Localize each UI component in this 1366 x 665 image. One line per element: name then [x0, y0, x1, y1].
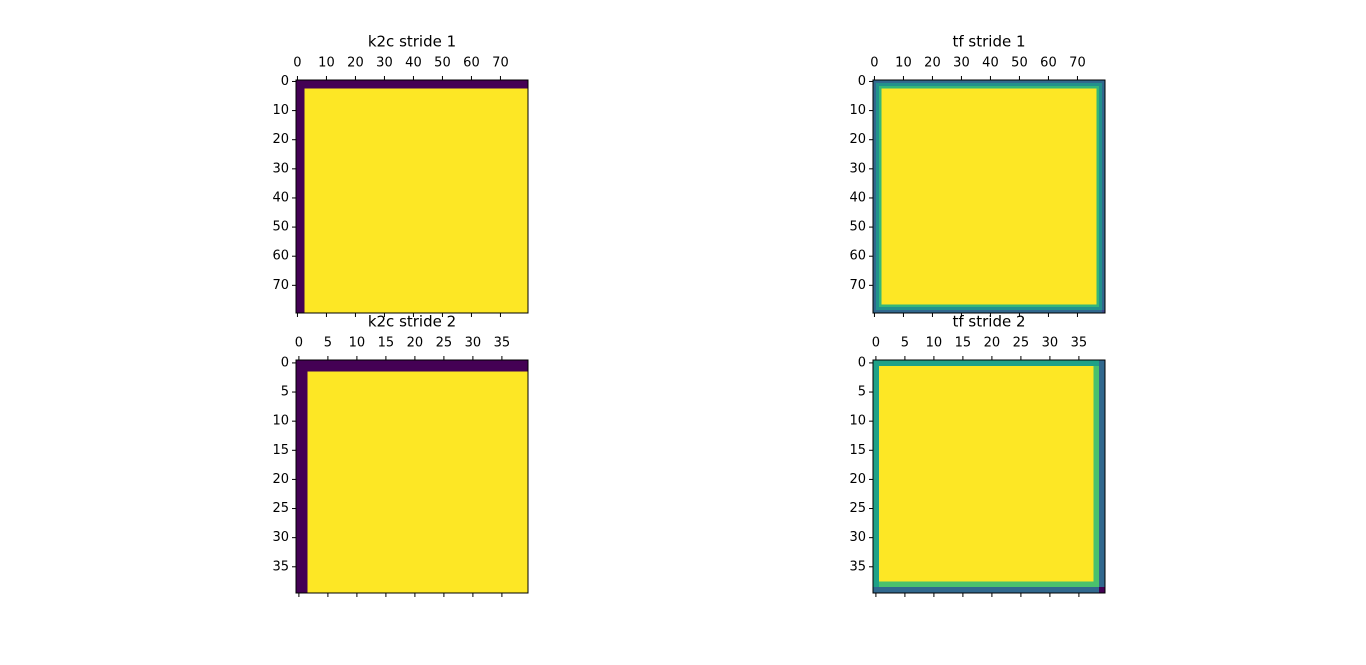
subplot-title: k2c stride 2	[368, 313, 456, 331]
image-region	[881, 88, 1097, 305]
x-tick-label: 40	[982, 56, 999, 71]
y-tick-label: 15	[849, 443, 866, 458]
y-tick-label: 40	[272, 190, 289, 205]
y-tick-label: 35	[849, 559, 866, 574]
x-tick-label: 15	[378, 336, 395, 351]
y-tick-label: 15	[272, 443, 289, 458]
x-tick-label: 30	[465, 336, 482, 351]
y-tick-label: 10	[849, 414, 866, 429]
y-tick-label: 30	[272, 530, 289, 545]
x-tick-label: 20	[924, 56, 941, 71]
y-tick-label: 10	[272, 103, 289, 118]
axes-frame	[872, 359, 1106, 594]
x-tick-label: 20	[407, 336, 424, 351]
image-region	[1099, 587, 1105, 593]
x-tick-label: 10	[895, 56, 912, 71]
x-tick-label: 15	[955, 336, 972, 351]
x-tick-label: 35	[1071, 336, 1088, 351]
image-region	[1102, 310, 1105, 313]
y-tick-label: 0	[858, 355, 866, 370]
x-tick-label: 10	[349, 336, 366, 351]
subplot-title: k2c stride 1	[368, 33, 456, 51]
axes-frame	[872, 79, 1106, 314]
x-tick-label: 0	[870, 56, 878, 71]
y-tick-label: 20	[849, 132, 866, 147]
subplot-title: tf stride 2	[952, 313, 1025, 331]
y-tick-label: 30	[849, 530, 866, 545]
x-tick-label: 50	[434, 56, 451, 71]
y-tick-label: 0	[281, 355, 289, 370]
x-tick-label: 5	[324, 336, 332, 351]
y-tick-label: 20	[272, 132, 289, 147]
y-tick-label: 20	[849, 472, 866, 487]
x-tick-label: 35	[494, 336, 511, 351]
x-tick-label: 0	[872, 336, 880, 351]
x-tick-label: 70	[1069, 56, 1086, 71]
axes-frame	[295, 359, 529, 594]
y-tick-label: 30	[849, 161, 866, 176]
y-tick-label: 60	[272, 249, 289, 264]
y-tick-label: 10	[272, 414, 289, 429]
x-tick-label: 5	[901, 336, 909, 351]
x-tick-label: 30	[376, 56, 393, 71]
x-tick-label: 60	[1040, 56, 1057, 71]
x-tick-label: 0	[295, 336, 303, 351]
x-tick-label: 0	[293, 56, 301, 71]
x-tick-label: 25	[436, 336, 453, 351]
x-tick-label: 25	[1013, 336, 1030, 351]
x-tick-label: 60	[463, 56, 480, 71]
image-region	[296, 360, 308, 593]
y-tick-label: 60	[849, 249, 866, 264]
x-tick-label: 10	[926, 336, 943, 351]
y-tick-label: 35	[272, 559, 289, 574]
y-tick-label: 25	[272, 501, 289, 516]
x-tick-label: 70	[492, 56, 509, 71]
y-tick-label: 0	[858, 74, 866, 89]
x-tick-label: 20	[347, 56, 364, 71]
y-tick-label: 50	[849, 220, 866, 235]
subplot-title: tf stride 1	[952, 33, 1025, 51]
y-tick-label: 10	[849, 103, 866, 118]
axes-frame	[295, 79, 529, 314]
y-tick-label: 50	[272, 220, 289, 235]
image-region	[296, 360, 528, 593]
x-tick-label: 40	[405, 56, 422, 71]
y-tick-label: 25	[849, 501, 866, 516]
image-region	[296, 80, 528, 313]
y-tick-label: 20	[272, 472, 289, 487]
x-tick-label: 30	[1042, 336, 1059, 351]
y-tick-label: 40	[849, 190, 866, 205]
image-region	[296, 80, 528, 89]
y-tick-label: 70	[849, 278, 866, 293]
image-region	[296, 80, 305, 313]
x-tick-label: 20	[984, 336, 1001, 351]
y-tick-label: 70	[272, 278, 289, 293]
y-tick-label: 0	[281, 74, 289, 89]
y-tick-label: 5	[281, 385, 289, 400]
y-tick-label: 5	[858, 385, 866, 400]
x-tick-label: 10	[318, 56, 335, 71]
x-tick-label: 30	[953, 56, 970, 71]
image-region	[878, 365, 1094, 582]
image-region	[296, 360, 528, 372]
x-tick-label: 50	[1011, 56, 1028, 71]
y-tick-label: 30	[272, 161, 289, 176]
